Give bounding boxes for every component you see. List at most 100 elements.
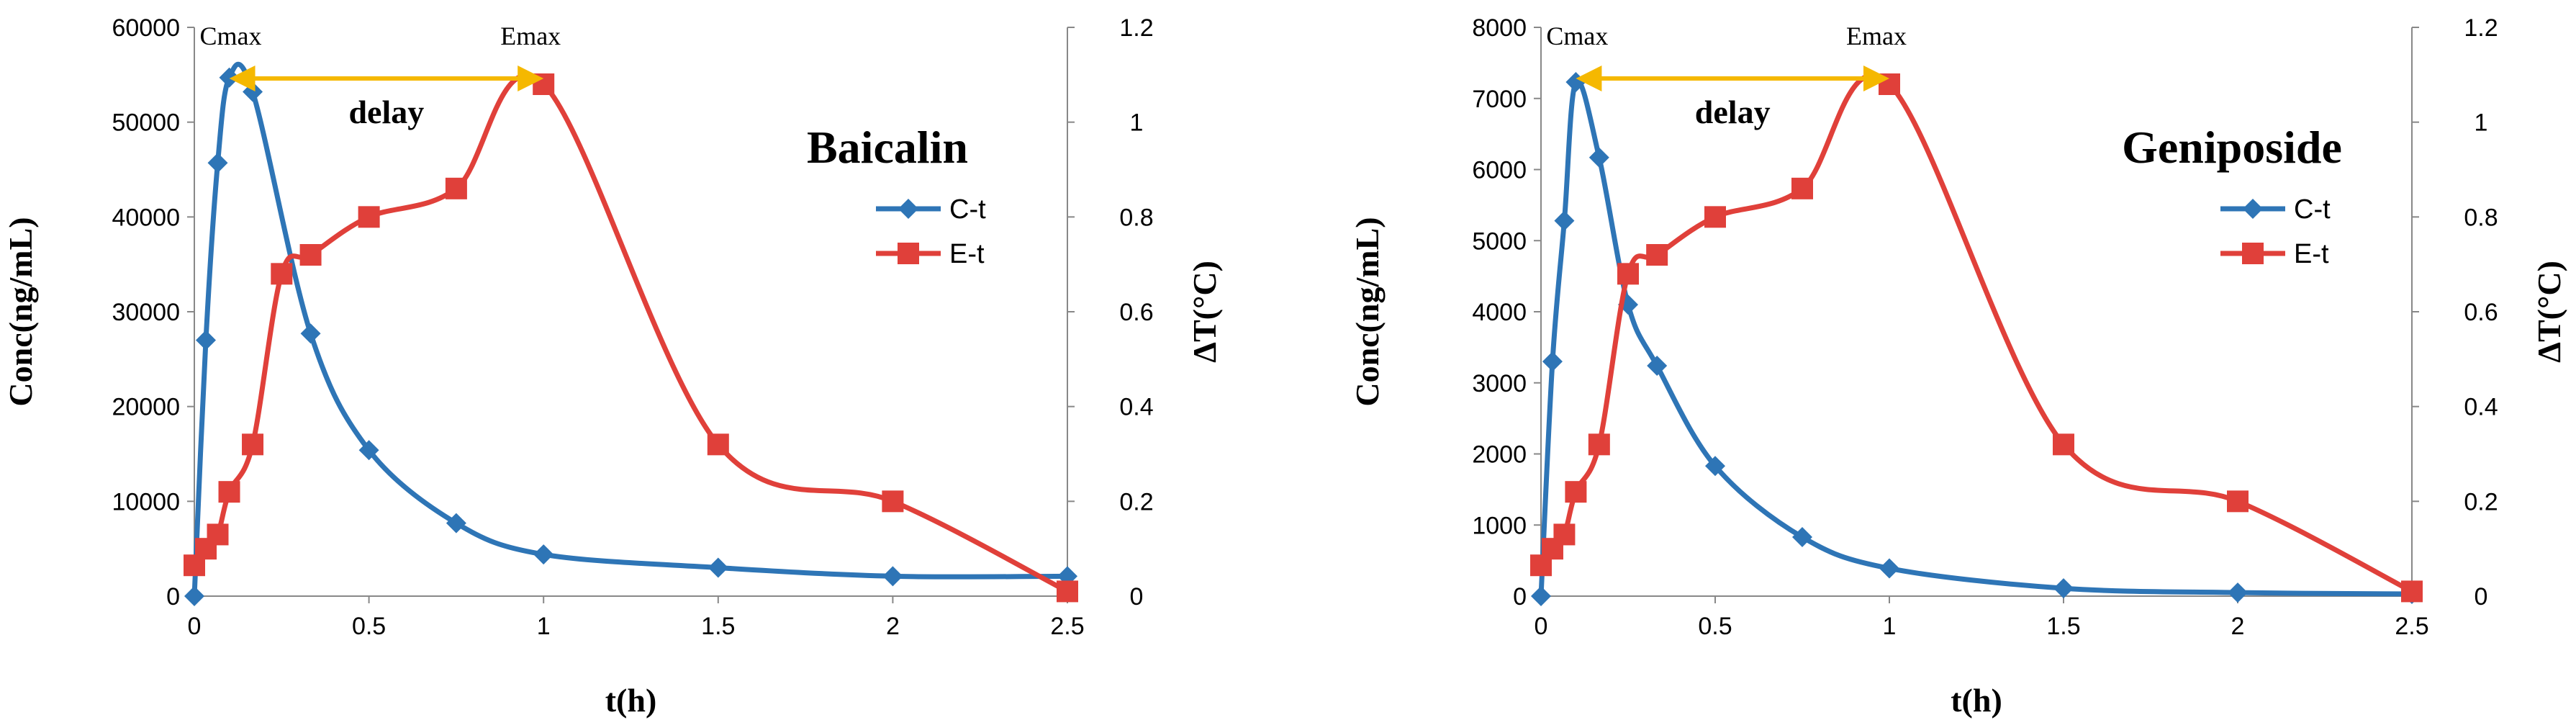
y-tick-label-left: 5000	[1472, 228, 1527, 255]
x-tick-label: 0.5	[352, 613, 386, 640]
legend-marker	[898, 199, 918, 219]
data-point-c-t	[219, 67, 240, 88]
x-tick-label: 1	[1883, 613, 1897, 640]
x-axis-title: t(h)	[1951, 682, 2002, 719]
data-point-e-t	[1057, 580, 1078, 603]
data-point-e-t	[445, 177, 467, 199]
data-point-c-t	[196, 330, 217, 351]
data-point-e-t	[1704, 206, 1726, 228]
data-point-c-t	[446, 513, 466, 533]
y-tick-label-right: 1	[1130, 109, 1144, 137]
data-point-c-t	[300, 323, 321, 344]
y-axis-title-left: Conc(ng/mL)	[1349, 217, 1386, 406]
data-point-c-t	[1705, 456, 1725, 477]
data-point-c-t	[1647, 356, 1668, 377]
chart-title: Geniposide	[2122, 122, 2342, 173]
legend-label: C-t	[2294, 194, 2331, 225]
y-tick-label-right: 0.2	[2464, 488, 2498, 515]
y-tick-label-left: 6000	[1472, 157, 1527, 184]
data-point-c-t	[1588, 147, 1609, 168]
legend-marker	[2242, 243, 2264, 264]
delay-label: delay	[1695, 94, 1771, 130]
y-tick-label-left: 7000	[1472, 86, 1527, 113]
series-line-c-t	[191, 61, 1068, 597]
data-point-e-t	[2227, 490, 2249, 513]
y-tick-label-left: 8000	[1472, 14, 1527, 42]
y-tick-label-left: 50000	[112, 109, 180, 137]
data-point-e-t	[358, 206, 380, 228]
data-point-e-t	[2401, 580, 2423, 603]
data-point-c-t	[2228, 582, 2248, 603]
emax-label: Emax	[500, 22, 561, 50]
data-point-e-t	[1565, 481, 1587, 503]
delay-arrow-head-left	[1576, 66, 1602, 91]
data-point-e-t	[882, 490, 904, 513]
data-point-c-t	[533, 544, 554, 565]
y-tick-label-right: 1	[2475, 109, 2488, 137]
y-tick-label-right: 1.2	[2464, 14, 2498, 42]
x-tick-label: 1.5	[701, 613, 735, 640]
delay-label: delay	[348, 94, 424, 130]
x-tick-label: 0	[1535, 613, 1548, 640]
data-point-e-t	[1646, 244, 1668, 266]
y-tick-label-right: 0.4	[1119, 394, 1153, 421]
data-point-e-t	[207, 523, 229, 546]
chart-panel-baicalin: 0 0.5 1 1.5 2 2.5 0 10000 20000 30000 40000 50000 60…	[2, 14, 1223, 719]
x-tick-label: 2.5	[2395, 613, 2428, 640]
y-tick-label-left: 3000	[1472, 370, 1527, 397]
delay-arrow-head-left	[229, 66, 256, 91]
x-tick-label: 0.5	[1698, 613, 1732, 640]
data-point-c-t	[708, 557, 728, 578]
y-tick-label-left: 4000	[1472, 299, 1527, 326]
y-tick-label-right: 0.6	[2464, 299, 2498, 326]
y-tick-label-right: 0	[1130, 583, 1144, 611]
x-tick-label: 0	[188, 613, 202, 640]
y-axis-title-right: ΔT(°C)	[2531, 261, 2567, 363]
cmax-label: Cmax	[1546, 22, 1608, 50]
data-point-c-t	[882, 566, 903, 587]
chart-panel-geniposide: 0 0.5 1 1.5 2 2.5 0 1000 2000 3000 4000 5000 6000 700…	[1349, 14, 2567, 719]
x-tick-label: 2.5	[1050, 613, 1084, 640]
data-point-c-t	[2053, 578, 2074, 599]
y-tick-label-right: 0.6	[1119, 299, 1153, 326]
data-point-c-t	[1531, 586, 1551, 606]
data-point-c-t	[1879, 558, 1899, 579]
data-point-e-t	[299, 244, 322, 266]
data-point-c-t	[358, 440, 379, 461]
data-point-e-t	[218, 481, 240, 503]
y-axis-title-left: Conc(ng/mL)	[2, 217, 39, 406]
data-point-c-t	[207, 153, 228, 174]
y-tick-label-left: 2000	[1472, 441, 1527, 469]
cmax-label: Cmax	[200, 22, 262, 50]
data-point-e-t	[2053, 433, 2074, 456]
y-tick-label-right: 0.8	[1119, 204, 1153, 231]
data-point-e-t	[1617, 263, 1639, 285]
y-tick-label-left: 1000	[1472, 512, 1527, 539]
y-tick-label-left: 40000	[112, 204, 180, 231]
delay-arrow-head-right	[1863, 66, 1889, 91]
legend-marker	[898, 243, 919, 264]
chart-title: Baicalin	[807, 122, 968, 173]
y-tick-label-left: 0	[1513, 583, 1527, 611]
delay-arrow-head-right	[518, 66, 544, 91]
data-point-e-t	[1588, 433, 1610, 456]
y-axis-title-right: ΔT(°C)	[1186, 261, 1223, 363]
data-point-e-t	[707, 433, 729, 456]
y-tick-label-left: 60000	[112, 14, 180, 42]
data-point-c-t	[1542, 351, 1563, 372]
legend-label: E-t	[949, 239, 985, 269]
x-tick-label: 1.5	[2046, 613, 2080, 640]
data-point-c-t	[1554, 210, 1575, 231]
y-tick-label-left: 10000	[112, 488, 180, 515]
y-tick-label-right: 0.4	[2464, 394, 2498, 421]
data-point-c-t	[184, 586, 204, 606]
legend-label: C-t	[949, 194, 986, 225]
y-tick-label-right: 0.2	[1119, 488, 1153, 515]
y-tick-label-left: 30000	[112, 299, 180, 326]
legend-label: E-t	[2294, 239, 2329, 269]
y-tick-label-right: 0	[2475, 583, 2488, 611]
x-tick-label: 2	[2231, 613, 2245, 640]
emax-label: Emax	[1846, 22, 1907, 50]
x-axis-title: t(h)	[605, 682, 657, 719]
